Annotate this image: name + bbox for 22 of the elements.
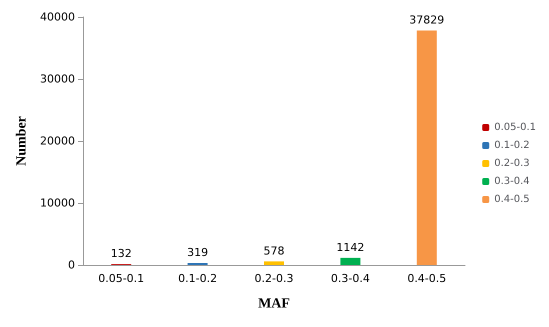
data-label: 319 [187,246,208,260]
y-tick-label: 10000 [40,196,75,210]
data-label: 132 [110,247,132,260]
legend-label: 0.05-0.1 [494,122,536,133]
x-tick-label: 0.4-0.5 [407,272,446,285]
y-tick-label: 20000 [40,134,75,148]
legend-label: 0.1-0.2 [494,140,530,151]
x-tick-label: 0.3-0.4 [330,272,370,285]
data-label: 37829 [409,13,444,26]
x-tick-label: 0.05-0.1 [98,272,144,285]
data-label: 578 [264,244,284,258]
y-tick-label: 0 [68,258,75,272]
y-tick-label: 30000 [40,72,75,86]
legend-label: 0.3-0.4 [494,176,530,187]
y-axis-title: Number [14,116,30,166]
legend-label: 0.4-0.5 [494,194,530,205]
x-tick-label: 0.1-0.2 [178,272,218,285]
y-tick-label: 40000 [40,10,75,24]
legend-label: 0.2-0.3 [494,158,530,169]
data-label: 1142 [336,240,364,254]
x-tick-label: 0.2-0.3 [254,272,294,285]
x-axis-title: MAF [258,296,290,312]
